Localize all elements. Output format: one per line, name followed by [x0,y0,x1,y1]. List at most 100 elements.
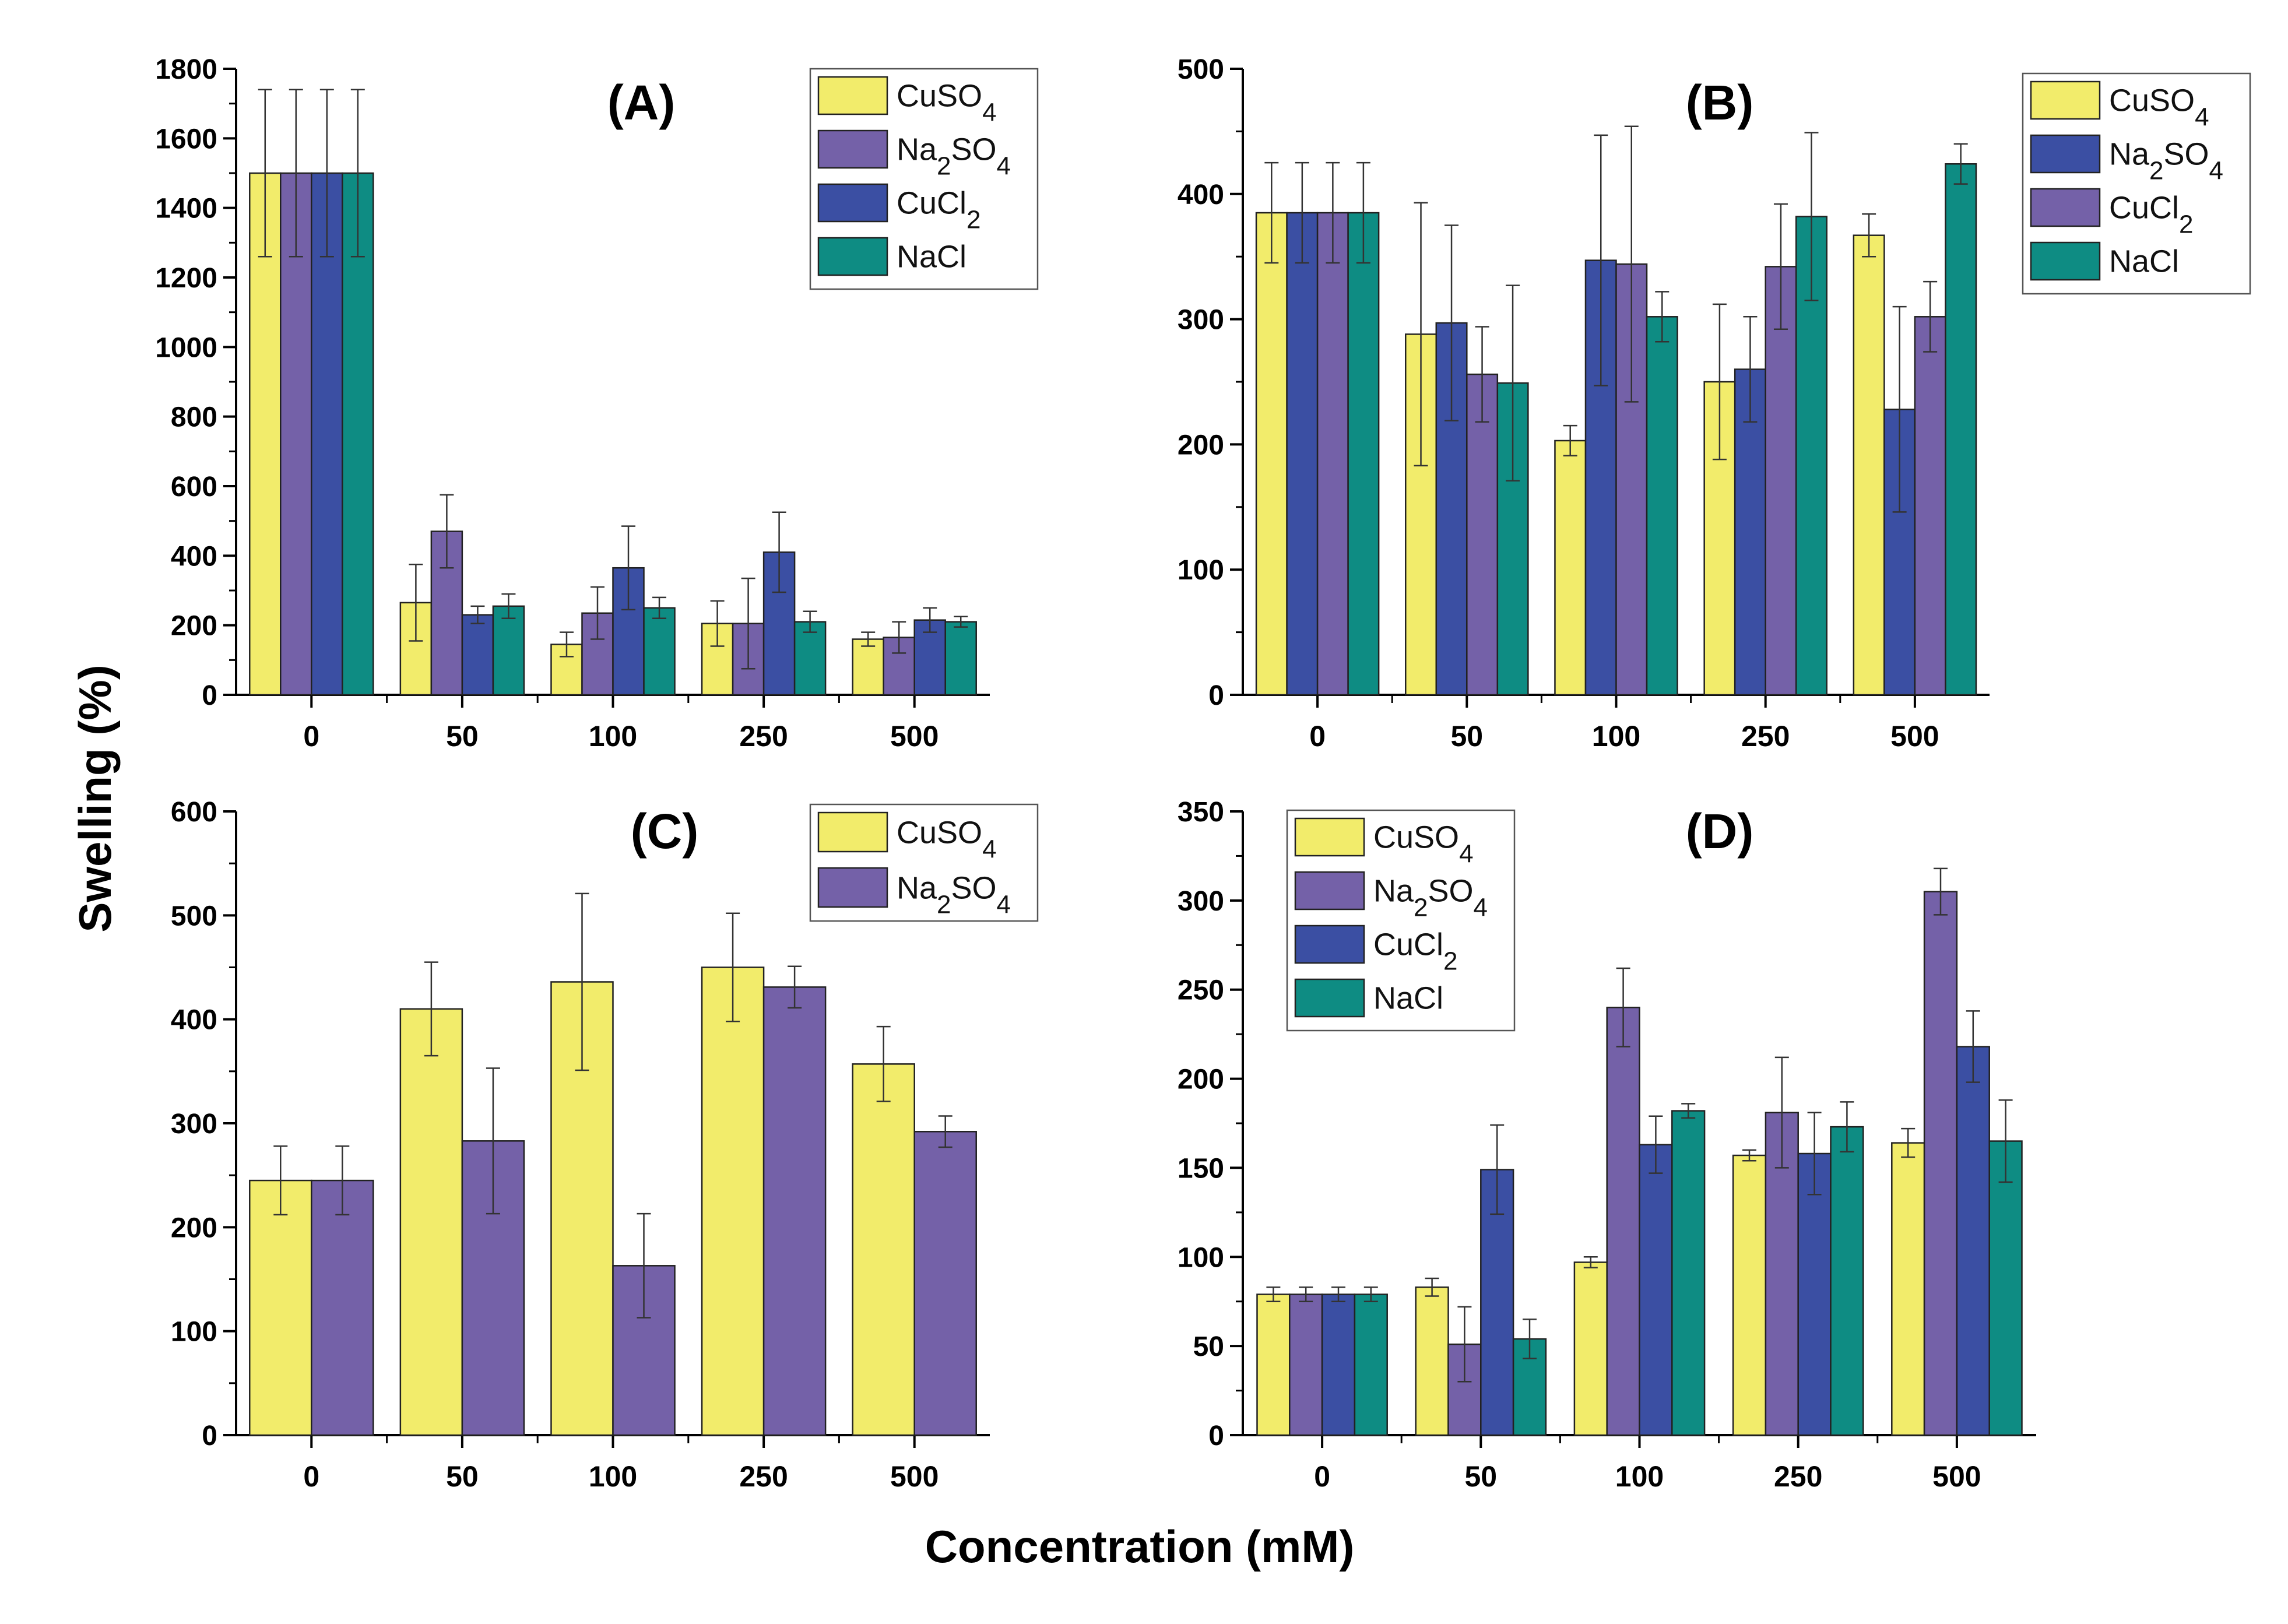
legend-label: CuSO4 [897,79,997,127]
legend: CuSO4 Na2SO4 [809,803,1039,922]
legend-label: Na2SO4 [1373,874,1488,922]
y-tick-label: 300 [1178,305,1224,336]
bar-na2so4 [1606,1007,1640,1436]
bar-cuso4 [1891,1142,1925,1436]
y-tick-label: 200 [1178,430,1224,461]
bar-nacl [793,621,827,696]
x-tick-label: 50 [1464,1460,1497,1493]
y-tick-label: 100 [171,1317,217,1348]
x-axis-label: Concentration (mM) [925,1521,1355,1572]
legend: CuSO4 Na2SO4 CuCl2 NaCl [809,68,1039,290]
y-tick-label: 400 [1178,180,1224,210]
legend-swatch [817,129,888,169]
legend-swatch [2030,134,2101,174]
panel-title: (B) [1686,75,1754,130]
legend-label: Na2SO4 [897,870,1011,919]
y-tick-label: 0 [1208,1421,1224,1451]
bar-cuso4 [1256,1293,1291,1436]
y-tick-label: 1600 [155,124,217,154]
legend-label: CuCl2 [1373,927,1458,976]
legend-label: NaCl [1373,981,1443,1016]
legend: CuSO4 Na2SO4 CuCl2 NaCl [1286,809,1516,1032]
y-tick-label: 100 [1178,555,1224,586]
x-tick-label: 50 [446,720,479,753]
y-tick-label: 150 [1178,1153,1224,1184]
x-tick-label: 250 [1774,1460,1822,1493]
bar-cuso4 [249,1179,312,1436]
legend-label: Na2SO4 [2109,137,2223,185]
bar-cuso4 [1255,212,1288,696]
legend-swatch [817,867,888,908]
x-tick-label: 100 [1592,720,1640,753]
y-tick-label: 250 [1178,975,1224,1006]
x-tick-label: 250 [739,720,788,753]
legend-swatch [2030,188,2101,227]
bar-cuso4 [1415,1286,1449,1436]
legend-label: CuCl2 [897,186,981,234]
bar-cuso4 [249,172,282,696]
y-tick-label: 400 [171,1005,217,1036]
panel-title: (A) [607,75,676,130]
bar-nacl [1830,1126,1864,1436]
bar-cucl2 [1914,316,1946,696]
bar-nacl [1354,1293,1388,1436]
y-tick-label: 300 [1178,886,1224,917]
legend-label: CuSO4 [2109,83,2209,132]
y-tick-label: 0 [202,680,217,711]
bar-cuso4 [1853,234,1885,696]
y-tick-label: 50 [1193,1331,1224,1362]
y-tick-label: 1400 [155,194,217,224]
bar-cucl2 [1321,1293,1356,1436]
legend-label: NaCl [2109,244,2179,279]
legend-label: CuSO4 [897,815,997,863]
x-tick-label: 50 [446,1460,479,1493]
legend-label: CuCl2 [2109,191,2194,239]
y-tick-label: 100 [1178,1242,1224,1273]
bar-cucl2 [311,172,343,696]
legend-swatch [1294,978,1365,1018]
bar-cucl2 [461,614,494,696]
bar-cucl2 [1316,212,1349,696]
y-tick-label: 200 [1178,1064,1224,1095]
bar-cucl2 [1956,1046,1990,1436]
bar-na2so4 [311,1179,374,1436]
bar-nacl [643,607,676,696]
panel-c: 0 100 200 300 400 500 600 0 50 100 250 500 (C) CuSO4 N… [171,797,1039,1493]
bar-nacl [1646,316,1678,696]
legend-swatch [817,76,888,115]
legend-swatch [817,811,888,853]
x-tick-label: 500 [890,1460,939,1493]
bar-na2so4 [762,986,827,1436]
bar-cuso4 [701,966,765,1436]
y-tick-label: 800 [171,402,217,433]
bar-nacl [1988,1140,2023,1436]
bar-na2so4 [1923,891,1958,1436]
legend-swatch [1294,817,1365,857]
x-tick-label: 500 [1890,720,1939,753]
bar-cuso4 [1573,1261,1608,1436]
bar-nacl [944,621,977,696]
y-tick-label: 400 [171,541,217,572]
y-tick-label: 300 [171,1109,217,1140]
y-tick-label: 1800 [155,54,217,85]
y-tick-label: 0 [202,1421,217,1451]
bar-cucl2 [1765,266,1797,696]
panel-title: (D) [1686,804,1754,859]
x-tick-label: 250 [739,1460,788,1493]
y-tick-label: 200 [171,611,217,642]
legend-swatch [817,183,888,223]
legend-swatch [1294,871,1365,911]
x-tick-label: 100 [589,720,637,753]
x-tick-label: 0 [1314,1460,1330,1493]
bar-cuso4 [399,1008,463,1436]
bar-na2so4 [1289,1293,1323,1436]
x-tick-label: 500 [1932,1460,1981,1493]
legend-label: NaCl [897,240,966,275]
legend-label: CuSO4 [1373,820,1474,869]
legend-swatch [2030,80,2101,120]
bar-cuso4 [852,1063,915,1436]
bar-cuso4 [1554,440,1587,696]
y-tick-label: 500 [1178,54,1224,85]
